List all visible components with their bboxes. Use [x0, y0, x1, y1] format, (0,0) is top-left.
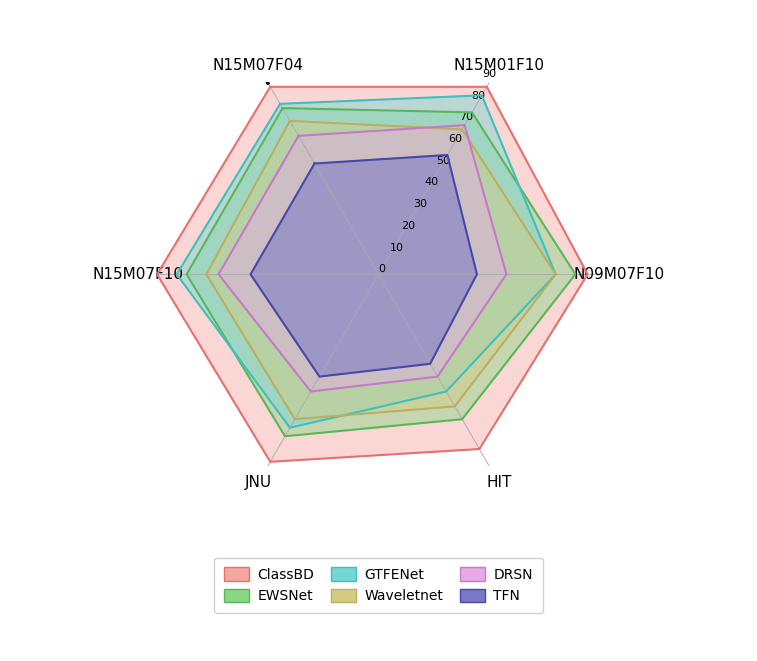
Polygon shape: [176, 95, 556, 428]
Polygon shape: [206, 121, 556, 419]
Polygon shape: [219, 125, 506, 391]
Polygon shape: [157, 87, 587, 462]
Legend: ClassBD, EWSNet, GTFENet, Waveletnet, DRSN, TFN: ClassBD, EWSNet, GTFENet, Waveletnet, DR…: [214, 558, 543, 613]
Polygon shape: [251, 155, 477, 377]
Polygon shape: [186, 108, 575, 436]
